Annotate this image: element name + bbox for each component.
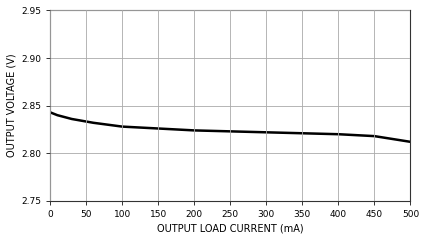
X-axis label: OUTPUT LOAD CURRENT (mA): OUTPUT LOAD CURRENT (mA) bbox=[157, 223, 304, 233]
Y-axis label: OUTPUT VOLTAGE (V): OUTPUT VOLTAGE (V) bbox=[7, 54, 17, 157]
